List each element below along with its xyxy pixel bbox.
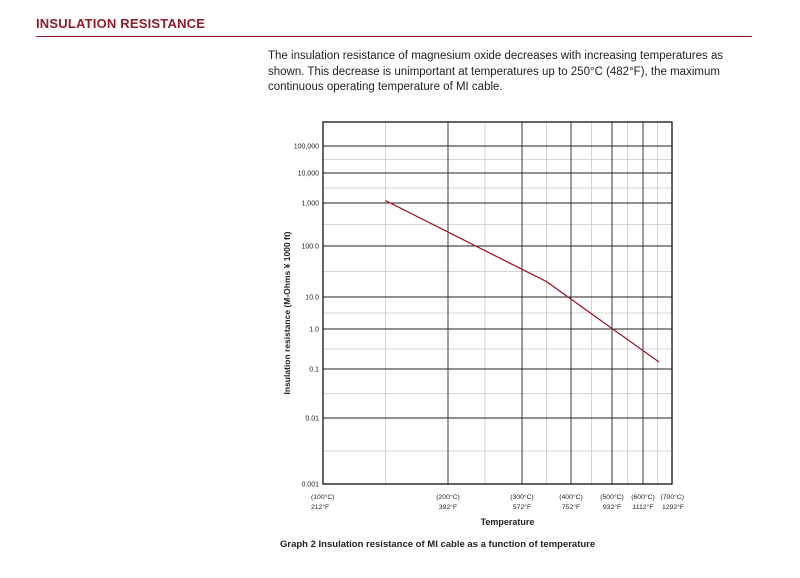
x-tick-label-celsius: (100°C) [311, 493, 335, 501]
y-tick-label: 0.001 [301, 482, 319, 489]
series-line [385, 200, 660, 363]
section-divider [36, 36, 752, 37]
y-axis-title: Insulation resistance (M-Ohms ¥ 1000 ft) [282, 231, 292, 394]
section-title: INSULATION RESISTANCE [36, 16, 206, 31]
x-tick-label-celsius: (300°C) [510, 493, 534, 501]
x-tick-label-fahrenheit: 1112°F [633, 503, 654, 511]
chart-caption: Graph 2 Insulation resistance of MI cabl… [280, 539, 596, 550]
y-tick-label: 1,000 [301, 201, 319, 208]
y-tick-label: 0.1 [309, 367, 319, 374]
y-tick-label: 10.0 [305, 295, 319, 302]
y-tick-label: 100.0 [301, 244, 319, 251]
y-tick-label: 1.0 [309, 327, 319, 334]
x-tick-label-fahrenheit: 752°F [562, 503, 580, 511]
y-tick-label: 10,000 [298, 171, 320, 178]
y-tick-label: 0.01 [305, 416, 319, 423]
x-tick-label-fahrenheit: 932°F [603, 503, 621, 511]
intro-paragraph: The insulation resistance of magnesium o… [268, 50, 724, 93]
x-tick-label-fahrenheit: 212°F [311, 503, 329, 511]
x-tick-label-celsius: (200°C) [436, 493, 460, 501]
y-tick-label: 100,000 [294, 144, 319, 151]
x-axis-title: Temperature [481, 517, 535, 527]
x-tick-label-celsius: (700°C) [661, 493, 685, 501]
x-tick-label-fahrenheit: 572°F [513, 503, 531, 511]
x-tick-label-fahrenheit: 1292°F [662, 503, 684, 511]
x-tick-label-celsius: (400°C) [559, 493, 583, 501]
plot-frame [322, 121, 673, 485]
x-tick-label-celsius: (500°C) [600, 493, 624, 501]
x-tick-label-fahrenheit: 392°F [439, 503, 457, 511]
x-tick-label-celsius: (600°C) [631, 493, 655, 501]
